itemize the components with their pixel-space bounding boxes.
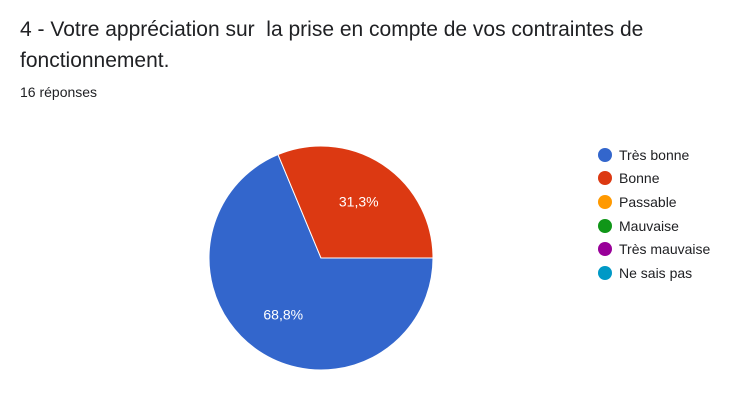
question-title: 4 - Votre appréciation sur la prise en c… [20, 18, 650, 72]
legend-item[interactable]: Très bonne [598, 143, 710, 167]
legend-swatch [598, 218, 612, 233]
legend-swatch [598, 147, 612, 162]
legend-swatch [598, 242, 612, 257]
legend-swatch [598, 171, 612, 186]
legend-item[interactable]: Très mauvaise [598, 237, 710, 261]
legend-label: Très bonne [619, 146, 690, 163]
slice-label: 31,3% [339, 193, 379, 209]
legend-item[interactable]: Ne sais pas [598, 261, 710, 285]
legend-label: Ne sais pas [619, 264, 693, 281]
legend-item[interactable]: Bonne [598, 167, 710, 191]
legend-item[interactable]: Mauvaise [598, 214, 710, 238]
slice-label: 68,8% [263, 307, 303, 323]
response-count: 16 réponses [20, 84, 98, 100]
pie-slice-très-bonne[interactable] [208, 153, 434, 371]
pie-slice-labels: 68,8% 31,3% [263, 193, 378, 322]
pie-slice-bonne[interactable] [277, 145, 434, 259]
legend-swatch [598, 265, 612, 280]
legend-item[interactable]: Passable [598, 190, 710, 214]
legend-label: Passable [619, 193, 677, 210]
legend-label: Mauvaise [619, 217, 679, 234]
legend-swatch [598, 194, 612, 209]
pie-slices [208, 145, 434, 371]
chart-legend: Très bonne Bonne Passable Mauvaise Très mauv… [598, 143, 710, 285]
legend-label: Très mauvaise [619, 241, 711, 258]
legend-label: Bonne [619, 170, 660, 187]
